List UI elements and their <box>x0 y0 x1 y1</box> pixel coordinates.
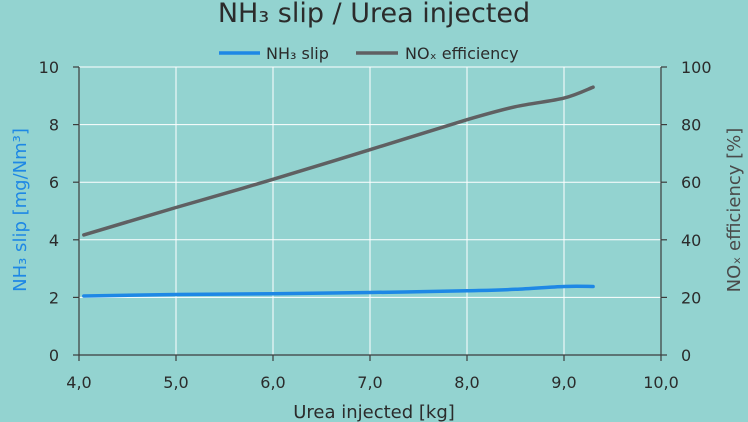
y-right-tick-label: 0 <box>681 346 691 365</box>
x-tick-label: 5,0 <box>163 373 188 392</box>
y-left-tick-label: 6 <box>49 173 59 192</box>
series-line-nh3-slip <box>82 284 595 298</box>
y-right-tick-label: 40 <box>681 231 701 250</box>
y-axis-right-label: NOₓ efficiency [%] <box>724 128 745 293</box>
legend: NH₃ slip NOₓ efficiency <box>219 44 519 63</box>
x-tick-label: 10,0 <box>643 373 679 392</box>
y-left-tick-label: 0 <box>49 346 59 365</box>
x-tick-label: 8,0 <box>454 373 479 392</box>
y-left-tick-label: 10 <box>39 58 59 77</box>
y-right-tick-label: 100 <box>681 58 712 77</box>
tick-labels: 4,0 5,0 6,0 7,0 8,0 9,0 10,0024681002040608010… <box>39 58 712 392</box>
y-left-tick-label: 8 <box>49 116 59 135</box>
y-left-tick-label: 2 <box>49 288 59 307</box>
x-tick-label: 4,0 <box>66 373 91 392</box>
x-tick-label: 9,0 <box>551 373 576 392</box>
series-line-nox-efficiency <box>82 85 595 237</box>
x-tick-label: 7,0 <box>357 373 382 392</box>
y-left-tick-label: 4 <box>49 231 59 250</box>
x-tick-label: 6,0 <box>260 373 285 392</box>
gridlines <box>79 66 661 355</box>
axes <box>73 66 667 361</box>
chart-title: NH₃ slip / Urea injected <box>218 0 530 29</box>
y-right-tick-label: 60 <box>681 173 701 192</box>
legend-label-nh3-slip: NH₃ slip <box>266 44 329 63</box>
y-right-tick-label: 80 <box>681 116 701 135</box>
x-axis-label: Urea injected [kg] <box>293 402 455 422</box>
y-axis-left-label: NH₃ slip [mg/Nm³] <box>10 128 31 292</box>
y-right-tick-label: 20 <box>681 288 701 307</box>
series-lines <box>82 85 595 298</box>
legend-label-nox-efficiency: NOₓ efficiency <box>405 44 519 63</box>
